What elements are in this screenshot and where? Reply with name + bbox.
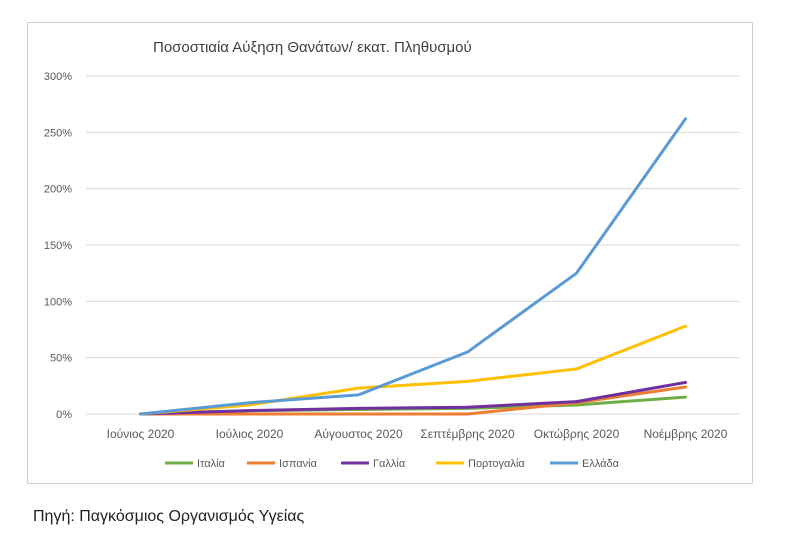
source-note: Πηγή: Παγκόσμιος Οργανισμός Υγείας <box>33 508 305 525</box>
x-tick-label: Αύγουστος 2020 <box>314 427 403 441</box>
y-tick-label: 100% <box>44 296 72 308</box>
y-tick-label: 200% <box>44 184 72 196</box>
series-line <box>139 324 687 416</box>
chart-frame: Ποσοστιαία Αύξηση Θανάτων/ εκατ. Πληθυσμ… <box>27 22 753 484</box>
x-tick-label: Σεπτέμβρης 2020 <box>420 427 515 441</box>
legend-label: Πορτογαλία <box>468 458 525 470</box>
x-tick-label: Ιούλιος 2020 <box>216 427 284 441</box>
line-chart: Ποσοστιαία Αύξηση Θανάτων/ εκατ. Πληθυσμ… <box>44 39 740 470</box>
series-line <box>139 117 687 416</box>
y-tick-label: 300% <box>44 71 72 83</box>
x-tick-label: Ιούνιος 2020 <box>107 427 175 441</box>
y-tick-label: 50% <box>50 353 72 365</box>
legend-label: Γαλλία <box>373 458 406 470</box>
legend-label: Ισπανία <box>279 458 318 470</box>
legend-label: Ιταλία <box>197 458 226 470</box>
y-tick-label: 250% <box>44 127 72 139</box>
legend-label: Ελλάδα <box>582 458 620 470</box>
y-tick-label: 0% <box>56 409 72 421</box>
series-line <box>139 380 687 416</box>
series-line <box>139 385 687 416</box>
x-tick-label: Οκτώβρης 2020 <box>534 427 620 441</box>
y-tick-label: 150% <box>44 240 72 252</box>
chart-title: Ποσοστιαία Αύξηση Θανάτων/ εκατ. Πληθυσμ… <box>153 39 472 56</box>
x-tick-label: Νοέμβρης 2020 <box>644 427 728 441</box>
